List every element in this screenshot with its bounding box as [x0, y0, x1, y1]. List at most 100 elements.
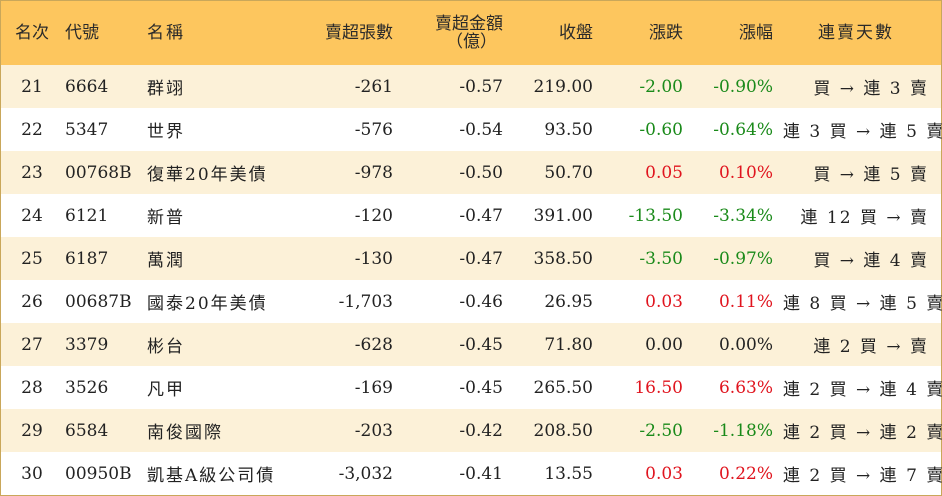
close-cell: 26.95: [544, 291, 593, 312]
streak-cell: 連 2 買 → 連 2 賣: [783, 423, 942, 443]
rank-cell: 25: [21, 248, 43, 269]
close-cell: 71.80: [544, 334, 593, 355]
header-row: 名次 代號 名稱 賣超張數 賣超金額 （億） 收盤 漲跌 漲幅 連賣天數: [1, 1, 941, 65]
change-cell: -3.50: [639, 248, 683, 269]
net-sell-lots-cell: -1,703: [338, 291, 393, 312]
rank-cell: 26: [21, 291, 43, 312]
rank-cell: 29: [21, 420, 43, 441]
close-cell: 358.50: [533, 248, 593, 269]
rank-cell: 22: [21, 119, 43, 140]
name-cell: 萬潤: [147, 251, 185, 271]
net-sell-amount-cell: -0.41: [459, 463, 503, 484]
change-cell: -2.00: [639, 76, 683, 97]
name-cell: 南俊國際: [147, 423, 223, 443]
net-sell-lots-cell: -628: [354, 334, 393, 355]
table-row: 21 6664 群翊 -261 -0.57 219.00 -2.00 -0.90…: [1, 65, 941, 108]
pct-cell: 0.11%: [718, 291, 773, 312]
name-cell: 世界: [147, 122, 185, 142]
pct-cell: -1.18%: [713, 420, 773, 441]
change-cell: 16.50: [634, 377, 683, 398]
name-cell: 凱基A級公司債: [147, 466, 276, 486]
streak-cell: 連 2 買 → 連 7 賣: [783, 466, 942, 486]
net-sell-lots-cell: -130: [354, 248, 393, 269]
header-net-sell-amount-line1: 賣超金額: [435, 14, 503, 34]
change-cell: 0.03: [645, 291, 683, 312]
code-cell: 5347: [65, 119, 109, 140]
streak-cell: 買 → 連 3 賣: [813, 79, 929, 99]
net-sell-lots-cell: -978: [354, 162, 393, 183]
rank-cell: 27: [21, 334, 43, 355]
pct-cell: 0.22%: [718, 463, 773, 484]
table-body: 21 6664 群翊 -261 -0.57 219.00 -2.00 -0.90…: [1, 65, 942, 495]
close-cell: 391.00: [533, 205, 593, 226]
code-cell: 6664: [65, 76, 109, 97]
pct-cell: -0.97%: [713, 248, 773, 269]
code-cell: 6584: [65, 420, 109, 441]
rank-cell: 21: [21, 76, 43, 97]
pct-cell: 6.63%: [718, 377, 773, 398]
change-cell: -2.50: [639, 420, 683, 441]
rank-cell: 28: [21, 377, 43, 398]
header-code: 代號: [65, 23, 99, 43]
close-cell: 208.50: [533, 420, 593, 441]
streak-cell: 連 8 買 → 連 5 賣: [783, 294, 942, 314]
header-streak: 連賣天數: [818, 23, 894, 43]
table-row: 29 6584 南俊國際 -203 -0.42 208.50 -2.50 -1.…: [1, 409, 942, 452]
header-pct: 漲幅: [739, 23, 773, 43]
header-change: 漲跌: [649, 23, 683, 43]
net-sell-amount-cell: -0.42: [459, 420, 503, 441]
close-cell: 13.55: [544, 463, 593, 484]
change-cell: -0.60: [639, 119, 683, 140]
net-sell-amount-cell: -0.45: [459, 377, 503, 398]
net-sell-amount-cell: -0.46: [459, 291, 503, 312]
net-sell-amount-cell: -0.47: [459, 248, 503, 269]
header-close: 收盤: [559, 23, 593, 43]
streak-cell: 買 → 連 5 賣: [813, 165, 929, 185]
table-row: 26 00687B 國泰20年美債 -1,703 -0.46 26.95 0.0…: [1, 280, 942, 323]
streak-cell: 買 → 連 4 賣: [813, 251, 929, 271]
streak-cell: 連 2 買 → 賣: [813, 337, 929, 357]
table-header: 名次 代號 名稱 賣超張數 賣超金額 （億） 收盤 漲跌 漲幅 連賣天數: [1, 1, 941, 65]
net-sell-lots-cell: -3,032: [338, 463, 393, 484]
table-row: 22 5347 世界 -576 -0.54 93.50 -0.60 -0.64%…: [1, 108, 942, 151]
name-cell: 凡甲: [147, 380, 185, 400]
pct-cell: 0.10%: [718, 162, 773, 183]
net-sell-lots-cell: -576: [354, 119, 393, 140]
close-cell: 50.70: [544, 162, 593, 183]
table-row: 30 00950B 凱基A級公司債 -3,032 -0.41 13.55 0.0…: [1, 452, 942, 495]
pct-cell: 0.00%: [718, 334, 773, 355]
change-cell: 0.00: [645, 334, 683, 355]
rank-cell: 23: [21, 162, 43, 183]
rank-cell: 30: [21, 463, 43, 484]
net-sell-lots-cell: -120: [354, 205, 393, 226]
table-row: 28 3526 凡甲 -169 -0.45 265.50 16.50 6.63%…: [1, 366, 942, 409]
header-net-sell-lots: 賣超張數: [325, 23, 393, 43]
table-row: 25 6187 萬潤 -130 -0.47 358.50 -3.50 -0.97…: [1, 237, 941, 280]
table-row: 23 00768B 復華20年美債 -978 -0.50 50.70 0.05 …: [1, 151, 941, 194]
change-cell: -13.50: [628, 205, 683, 226]
change-cell: 0.05: [645, 162, 683, 183]
net-sell-amount-cell: -0.45: [459, 334, 503, 355]
name-cell: 彬台: [147, 337, 185, 357]
net-sell-amount-cell: -0.47: [459, 205, 503, 226]
net-sell-amount-cell: -0.50: [459, 162, 503, 183]
code-cell: 00768B: [65, 162, 132, 183]
table-row: 24 6121 新普 -120 -0.47 391.00 -13.50 -3.3…: [1, 194, 941, 237]
name-cell: 新普: [147, 208, 185, 228]
code-cell: 00687B: [65, 291, 132, 312]
net-sell-lots-cell: -169: [354, 377, 393, 398]
code-cell: 3379: [65, 334, 109, 355]
header-name: 名稱: [147, 23, 185, 43]
close-cell: 219.00: [533, 76, 593, 97]
change-cell: 0.03: [645, 463, 683, 484]
close-cell: 265.50: [533, 377, 593, 398]
pct-cell: -0.90%: [713, 76, 773, 97]
name-cell: 國泰20年美債: [147, 294, 268, 314]
code-cell: 00950B: [65, 463, 132, 484]
rank-cell: 24: [21, 205, 43, 226]
pct-cell: -0.64%: [713, 119, 773, 140]
header-net-sell-amount-line2: （億）: [446, 32, 497, 52]
net-sell-lots-cell: -261: [354, 76, 393, 97]
net-sell-amount-cell: -0.57: [459, 76, 503, 97]
